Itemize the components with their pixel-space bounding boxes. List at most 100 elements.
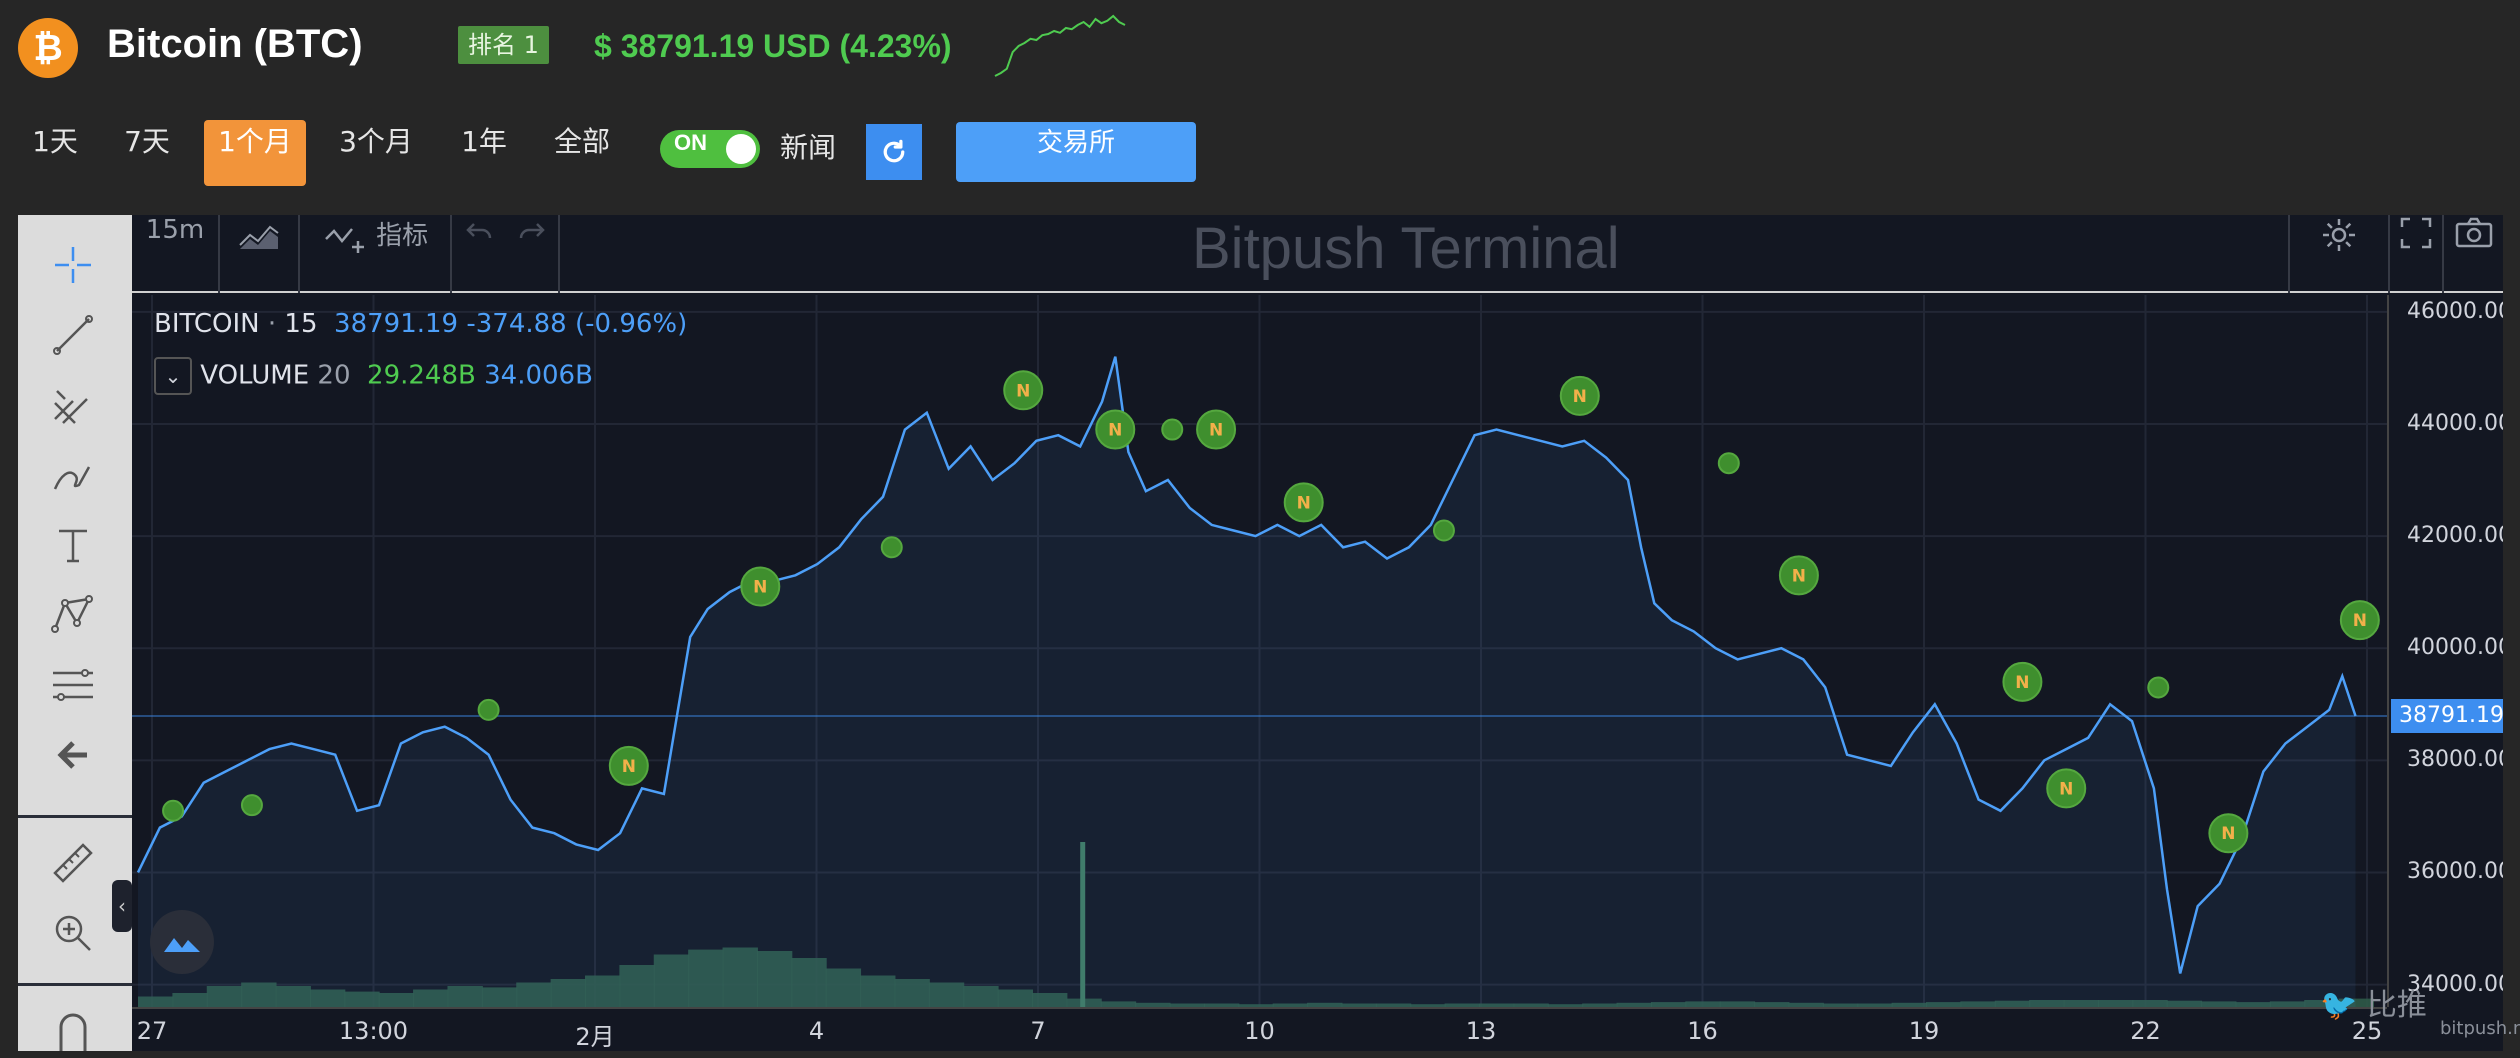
magnet-tool[interactable] — [40, 999, 106, 1051]
period-3m[interactable]: 3个月 — [339, 125, 413, 158]
news-marker[interactable]: N — [1559, 375, 1600, 416]
volume-bar — [1135, 1002, 1171, 1007]
legend-change: -374.88 (-0.96%) — [466, 309, 688, 339]
chart-type-button[interactable] — [220, 215, 300, 293]
price-tick-label: 44000.00 — [2407, 410, 2503, 436]
tradingview-logo-icon[interactable] — [150, 910, 214, 974]
time-axis[interactable]: 27 13:00 2月 4 7 10 13 16 19 22 25 — [132, 1007, 2387, 1051]
volume-bar — [1822, 1003, 1859, 1007]
volume-value-2: 34.006B — [484, 360, 593, 391]
news-marker[interactable]: N — [1778, 555, 1819, 596]
exchange-button[interactable]: 交易所 — [956, 122, 1196, 182]
fib-levels-icon — [53, 669, 93, 701]
legend-dot: · — [267, 309, 277, 339]
chevron-down-icon[interactable]: ⌄ — [154, 357, 192, 395]
volume-bar — [172, 993, 208, 1007]
svg-text:N: N — [753, 578, 767, 598]
news-marker[interactable]: N — [1283, 482, 1324, 523]
price-tick-label: 34000.00 — [2407, 971, 2503, 997]
news-marker[interactable] — [880, 536, 903, 559]
text-tool[interactable] — [40, 517, 106, 573]
legend-symbol: BITCOIN — [154, 309, 260, 339]
redo-button[interactable] — [506, 215, 560, 293]
period-all[interactable]: 全部 — [553, 125, 610, 158]
coin-title: Bitcoin (BTC) — [107, 22, 363, 66]
svg-text:N: N — [1792, 566, 1806, 586]
interval-selector[interactable]: 15m — [132, 215, 220, 293]
svg-text:N: N — [622, 757, 636, 777]
volume-bar — [447, 986, 483, 1007]
measure-tool[interactable] — [40, 835, 106, 891]
bitcoin-logo-icon: ₿ — [18, 18, 78, 78]
fib-tool[interactable] — [40, 657, 106, 713]
news-toggle[interactable]: ON — [660, 130, 760, 168]
drawing-toolbar — [18, 215, 132, 1051]
price-tick-label: 42000.00 — [2407, 523, 2503, 549]
time-tick-label: 25 — [2351, 1017, 2383, 1045]
price-axis[interactable]: 46000.00 44000.00 42000.00 40000.00 38000.00… — [2387, 295, 2503, 1007]
pitchfork-tool[interactable] — [40, 377, 106, 433]
news-marker[interactable] — [1717, 452, 1740, 475]
bird-icon: 🐦 — [2320, 988, 2358, 1023]
period-7d[interactable]: 7天 — [124, 125, 170, 158]
news-marker[interactable]: N — [2208, 813, 2249, 854]
price-chart-plot[interactable]: N N N N N N N N N N N N — [132, 295, 2387, 1007]
trendline-tool[interactable] — [40, 307, 106, 363]
news-marker[interactable]: N — [608, 745, 649, 786]
bitpush-domain: bitpush.news — [2440, 1018, 2520, 1039]
indicators-button[interactable]: 指标 — [300, 215, 452, 293]
period-1m[interactable]: 1个月 — [204, 120, 306, 186]
volume-bar — [756, 951, 793, 1007]
time-tick-label: 19 — [1908, 1017, 1940, 1045]
volume-bar — [619, 965, 655, 1007]
fullscreen-button[interactable] — [2390, 215, 2444, 293]
time-tick-label: 10 — [1244, 1017, 1275, 1045]
news-marker[interactable] — [1432, 519, 1455, 542]
crosshair-icon — [55, 247, 91, 283]
volume-bar — [1960, 1001, 1996, 1007]
time-tick-label: 27 — [136, 1017, 168, 1045]
volume-bar — [688, 949, 724, 1007]
volume-bar — [2063, 1000, 2099, 1007]
news-marker[interactable]: N — [1196, 409, 1237, 450]
news-marker[interactable] — [240, 794, 263, 817]
toolbar-divider — [18, 983, 132, 986]
period-1d[interactable]: 1天 — [32, 125, 78, 158]
news-marker[interactable] — [1161, 418, 1184, 441]
snapshot-button[interactable] — [2444, 215, 2503, 293]
news-marker[interactable]: N — [1003, 370, 1044, 411]
volume-bar — [585, 975, 621, 1007]
volume-bar — [1272, 1003, 1309, 1007]
volume-bar — [1754, 1002, 1790, 1007]
volume-bar — [2269, 1001, 2306, 1007]
volume-length: 20 — [317, 360, 351, 391]
undo-button[interactable] — [452, 215, 506, 293]
price-series-line — [136, 356, 2357, 974]
brush-tool[interactable] — [40, 447, 106, 503]
news-marker[interactable] — [2147, 676, 2170, 699]
news-marker[interactable]: N — [2046, 768, 2087, 809]
news-marker[interactable]: N — [2002, 661, 2043, 702]
crosshair-tool[interactable] — [40, 237, 106, 293]
volume-bar — [1685, 1001, 1721, 1007]
collapse-toolbar-button[interactable]: ‹ — [112, 880, 132, 932]
news-marker[interactable]: N — [2339, 600, 2380, 641]
volume-bar — [413, 989, 449, 1007]
zoom-tool[interactable] — [40, 905, 106, 961]
volume-bar — [2338, 998, 2374, 1007]
back-tool[interactable] — [40, 727, 106, 783]
volume-bar — [894, 979, 930, 1007]
period-1y[interactable]: 1年 — [461, 125, 507, 158]
pitchfork-icon — [54, 390, 88, 424]
svg-text:N: N — [1297, 493, 1311, 513]
volume-bar — [1307, 1002, 1343, 1007]
pattern-tool[interactable] — [40, 587, 106, 643]
news-marker[interactable]: N — [1095, 409, 1136, 450]
news-marker[interactable] — [477, 698, 500, 721]
news-marker[interactable]: N — [740, 566, 781, 607]
refresh-button[interactable] — [866, 124, 922, 180]
volume-bar — [1444, 1003, 1480, 1007]
settings-button[interactable] — [2288, 215, 2390, 293]
news-marker[interactable] — [162, 799, 185, 822]
chart-top-toolbar: 15m 指标 Bitpush Terminal — [132, 215, 2503, 293]
